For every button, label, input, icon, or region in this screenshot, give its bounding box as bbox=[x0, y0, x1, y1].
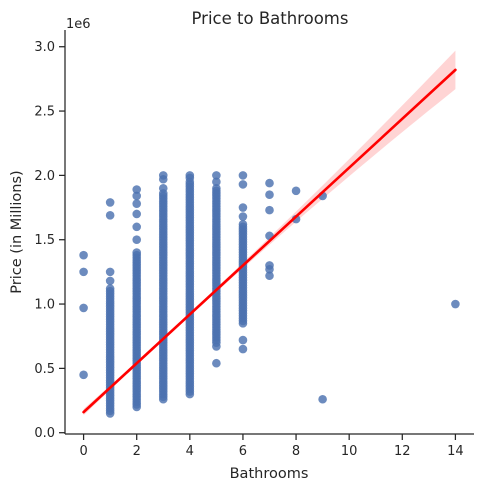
y-tick-label: 0.5 bbox=[34, 362, 55, 377]
data-point bbox=[79, 251, 88, 260]
data-point bbox=[292, 187, 301, 196]
data-point bbox=[186, 174, 195, 183]
data-point bbox=[239, 345, 248, 354]
data-point bbox=[212, 178, 221, 187]
data-point bbox=[265, 179, 274, 188]
y-tick-label: 3.0 bbox=[34, 40, 55, 55]
y-tick-label: 2.5 bbox=[34, 105, 55, 120]
data-point bbox=[212, 342, 221, 351]
data-point bbox=[159, 184, 168, 193]
x-tick-label: 14 bbox=[447, 444, 464, 459]
scatter-points bbox=[79, 171, 459, 418]
data-point bbox=[79, 304, 88, 313]
data-point bbox=[265, 190, 274, 199]
data-point bbox=[106, 198, 115, 207]
x-tick-label: 6 bbox=[239, 444, 247, 459]
data-point bbox=[106, 211, 115, 220]
data-point bbox=[132, 210, 141, 219]
chart-title: Price to Bathrooms bbox=[192, 9, 349, 28]
x-tick-label: 0 bbox=[79, 444, 87, 459]
x-tick-label: 12 bbox=[394, 444, 411, 459]
data-point bbox=[239, 336, 248, 345]
data-point bbox=[239, 171, 248, 180]
x-axis-label: Bathrooms bbox=[230, 466, 309, 482]
y-axis-label: Price (in Millions) bbox=[9, 170, 25, 293]
data-point bbox=[132, 192, 141, 201]
data-point bbox=[239, 203, 248, 212]
x-tick-label: 4 bbox=[186, 444, 194, 459]
data-point bbox=[239, 212, 248, 221]
data-point bbox=[239, 220, 248, 229]
data-point bbox=[265, 206, 274, 215]
data-point bbox=[451, 300, 460, 309]
data-point bbox=[106, 268, 115, 277]
data-point bbox=[79, 268, 88, 277]
x-tick-label: 10 bbox=[341, 444, 358, 459]
y-tick-label: 2.0 bbox=[34, 169, 55, 184]
y-offset-label: 1e6 bbox=[66, 17, 91, 32]
x-tick-label: 8 bbox=[292, 444, 300, 459]
data-point bbox=[318, 395, 327, 404]
x-axis-ticks: 0 2 4 6 8 10 12 14 bbox=[79, 434, 463, 459]
y-tick-label: 1.5 bbox=[34, 233, 55, 248]
y-tick-label: 0.0 bbox=[34, 426, 55, 441]
data-point bbox=[132, 235, 141, 244]
y-tick-label: 1.0 bbox=[34, 298, 55, 313]
data-point bbox=[132, 248, 141, 257]
x-tick-label: 2 bbox=[133, 444, 141, 459]
data-point bbox=[239, 180, 248, 189]
data-point bbox=[132, 199, 141, 208]
data-point bbox=[212, 359, 221, 368]
data-point bbox=[265, 271, 274, 280]
data-point bbox=[79, 371, 88, 380]
data-point bbox=[106, 277, 115, 286]
data-point bbox=[132, 223, 141, 232]
data-point bbox=[159, 175, 168, 184]
data-point bbox=[106, 284, 115, 293]
y-axis-ticks: 0.0 0.5 1.0 1.5 2.0 2.5 3.0 bbox=[34, 40, 65, 441]
